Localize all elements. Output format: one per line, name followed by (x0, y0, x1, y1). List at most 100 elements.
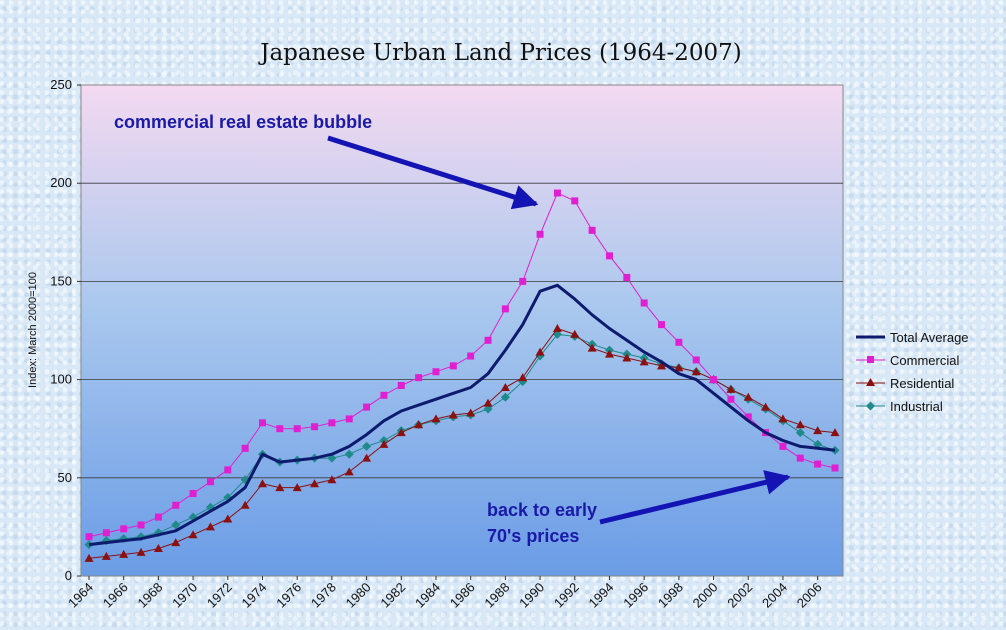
data-point-commercial (692, 356, 700, 364)
annotation-bubble: commercial real estate bubble (114, 112, 372, 132)
plot-area (80, 84, 844, 577)
series-layer (84, 189, 840, 562)
series-commercial (85, 189, 839, 541)
data-point-commercial (779, 442, 787, 450)
data-point-industrial (171, 520, 181, 530)
data-point-residential (136, 547, 146, 556)
x-tick-label: 1998 (655, 580, 686, 611)
data-point-residential (431, 414, 441, 423)
legend-entry-commercial: Commercial (856, 353, 959, 368)
x-tick-label: 2004 (759, 580, 790, 611)
data-point-residential (84, 553, 94, 562)
data-point-residential (396, 428, 406, 437)
data-point-residential (240, 500, 250, 509)
x-tick-label: 1966 (100, 580, 131, 611)
data-point-residential (101, 551, 111, 560)
data-point-commercial (258, 419, 266, 427)
data-point-commercial (727, 395, 735, 403)
data-point-commercial (501, 305, 509, 313)
data-point-commercial (154, 513, 162, 521)
x-tick-label: 2000 (690, 580, 721, 611)
data-point-commercial (675, 338, 683, 346)
legend-label-residential: Residential (890, 376, 954, 391)
data-point-commercial (328, 419, 336, 427)
legend-swatch-residential (866, 378, 875, 386)
data-point-residential (587, 343, 597, 352)
y-tick-label: 50 (58, 470, 72, 485)
x-tick-label: 1992 (551, 580, 582, 611)
data-point-residential (188, 530, 198, 539)
y-tick-label: 200 (50, 175, 72, 190)
data-point-commercial (588, 226, 596, 234)
data-point-commercial (432, 368, 440, 376)
data-point-commercial (449, 362, 457, 370)
data-point-industrial (830, 445, 840, 455)
data-point-commercial (397, 381, 405, 389)
data-point-commercial (796, 454, 804, 462)
data-point-commercial (102, 529, 110, 537)
x-tick-label: 2006 (794, 580, 825, 611)
x-tick-label: 1976 (273, 580, 304, 611)
x-tick-label: 2002 (724, 580, 755, 611)
data-point-residential (518, 373, 528, 382)
data-point-residential (639, 357, 649, 366)
y-tick-label: 250 (50, 77, 72, 92)
data-point-residential (795, 420, 805, 429)
data-point-commercial (206, 478, 214, 486)
data-point-commercial (120, 525, 128, 533)
data-point-residential (362, 453, 372, 462)
chart-title: Japanese Urban Land Prices (1964-2007) (258, 40, 742, 66)
data-point-residential (310, 479, 320, 488)
x-tick-label: 1982 (377, 580, 408, 611)
data-point-residential (414, 420, 424, 429)
data-point-commercial (484, 336, 492, 344)
data-point-residential (761, 402, 771, 411)
x-tick-label: 1980 (343, 580, 374, 611)
data-point-residential (466, 408, 476, 417)
data-point-commercial (814, 460, 822, 468)
x-tick-label: 1964 (65, 580, 96, 611)
legend-entry-industrial: Industrial (856, 399, 943, 414)
data-point-residential (604, 349, 614, 358)
data-point-industrial (362, 441, 372, 451)
data-point-residential (691, 367, 701, 376)
y-axis-label: Index: March 2000=100 (27, 272, 39, 388)
series-line-total-average (88, 283, 836, 547)
data-point-commercial (831, 464, 839, 472)
data-point-residential (223, 514, 233, 523)
data-point-residential (275, 483, 285, 492)
data-point-commercial (85, 533, 93, 541)
data-point-residential (813, 426, 823, 435)
data-point-residential (830, 428, 840, 437)
data-point-industrial (483, 404, 493, 414)
data-point-residential (119, 549, 129, 558)
legend-swatch-industrial (866, 401, 875, 411)
data-point-residential (552, 324, 562, 333)
data-point-commercial (311, 423, 319, 431)
x-tick-label: 1978 (308, 580, 339, 611)
data-point-residential (448, 410, 458, 419)
data-point-residential (726, 384, 736, 393)
data-point-commercial (519, 277, 527, 285)
data-point-residential (153, 544, 163, 553)
y-tick-label: 150 (50, 273, 72, 288)
x-tick-label: 1972 (204, 580, 235, 611)
legend-label-commercial: Commercial (890, 353, 959, 368)
x-tick-label: 1990 (516, 580, 547, 611)
data-point-commercial (658, 321, 666, 329)
data-point-residential (292, 483, 302, 492)
data-point-residential (344, 467, 354, 476)
data-point-commercial (345, 415, 353, 423)
data-point-commercial (744, 413, 752, 421)
data-point-residential (379, 439, 389, 448)
data-point-residential (570, 329, 580, 338)
data-point-industrial (344, 449, 354, 459)
data-point-commercial (224, 466, 232, 474)
data-point-residential (327, 475, 337, 484)
data-point-commercial (553, 189, 561, 197)
data-point-commercial (189, 490, 197, 498)
data-point-residential (535, 347, 545, 356)
legend-entry-residential: Residential (856, 376, 954, 391)
y-tick-label: 0 (65, 568, 72, 583)
x-tick-label: 1988 (481, 580, 512, 611)
